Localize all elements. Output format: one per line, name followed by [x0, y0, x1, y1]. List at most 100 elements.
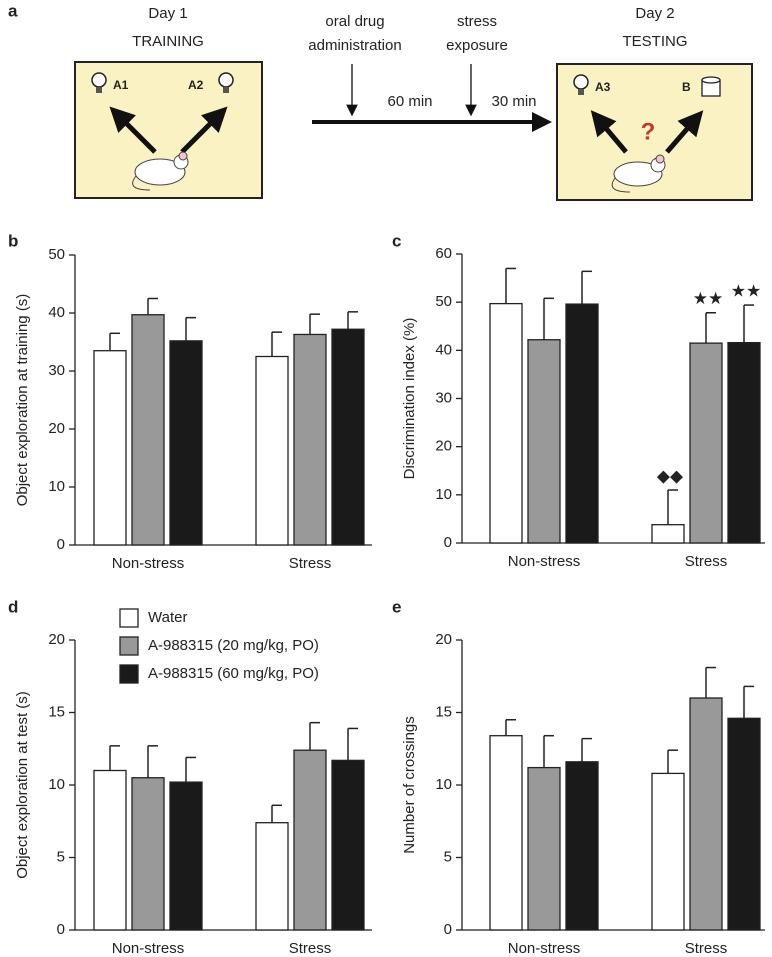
y-tick-label: 15: [435, 703, 452, 720]
legend-label: A-988315 (20 mg/kg, PO): [148, 637, 319, 654]
bulb: [218, 72, 234, 93]
panel-label: e: [392, 597, 401, 616]
y-axis-label: Object exploration at test (s): [14, 691, 31, 879]
legend-swatch: [119, 636, 139, 656]
x-tick-label: Stress: [685, 553, 728, 570]
bar: [293, 333, 327, 546]
object-label: A2: [188, 78, 204, 92]
y-axis-label: Discrimination index (%): [401, 318, 418, 480]
bar: [131, 777, 165, 931]
y-tick-label: 5: [444, 848, 452, 865]
bar: [527, 766, 561, 931]
interval-label: 60 min: [387, 93, 432, 110]
phase-label: TESTING: [622, 33, 687, 50]
arrow: [180, 106, 228, 154]
bar: [689, 697, 723, 931]
bar: [293, 749, 327, 931]
day-label: Day 1: [148, 5, 187, 22]
object-label: A3: [595, 80, 611, 94]
y-tick-label: 10: [48, 478, 65, 495]
bar: [93, 769, 127, 931]
bar: [255, 355, 289, 546]
bar: [527, 339, 561, 544]
bar: [255, 822, 289, 931]
bar: [331, 759, 365, 931]
x-tick-label: Non-stress: [508, 553, 581, 570]
bar: [565, 303, 599, 544]
day-label: Day 2: [635, 5, 674, 22]
y-tick-label: 10: [48, 776, 65, 793]
legend-swatch: [119, 608, 139, 628]
y-tick-label: 0: [444, 534, 452, 551]
arrow: [665, 110, 704, 154]
y-tick-label: 40: [48, 304, 65, 321]
x-tick-label: Non-stress: [112, 555, 185, 572]
x-tick-label: Stress: [685, 940, 728, 957]
y-tick-label: 20: [435, 438, 452, 455]
bar: [565, 761, 599, 931]
legend-swatch: [119, 664, 139, 684]
legend-label: Water: [148, 609, 187, 626]
interval-label: 30 min: [491, 93, 536, 110]
mouse: [611, 154, 666, 193]
bar: [727, 717, 761, 931]
y-tick-label: 0: [57, 921, 65, 938]
object-label: A1: [113, 78, 129, 92]
bar: [489, 735, 523, 931]
event-label: administration: [308, 37, 401, 54]
bar: [93, 350, 127, 546]
y-tick-label: 15: [48, 703, 65, 720]
legend-label: A-988315 (60 mg/kg, PO): [148, 665, 319, 682]
y-tick-label: 50: [435, 293, 452, 310]
bulb: [91, 72, 107, 93]
y-tick-label: 10: [435, 486, 452, 503]
x-tick-label: Stress: [289, 940, 332, 957]
bar: [331, 328, 365, 546]
arrow: [109, 106, 157, 154]
y-tick-label: 30: [435, 389, 452, 406]
object-label: B: [682, 80, 691, 94]
x-tick-label: Non-stress: [508, 940, 581, 957]
x-tick-label: Non-stress: [112, 940, 185, 957]
y-tick-label: 10: [435, 776, 452, 793]
panel-label: d: [8, 597, 18, 616]
significance-mark: ◆◆: [657, 467, 684, 486]
panel-a: a Day 1 TRAINING A1 A2 oral drug adminis…: [8, 1, 753, 201]
event-label: stress: [457, 13, 497, 30]
significance-mark: ★★: [693, 289, 723, 308]
bar: [651, 772, 685, 931]
bar: [489, 302, 523, 544]
significance-mark: ★★: [731, 282, 761, 301]
y-tick-label: 5: [57, 848, 65, 865]
phase-label: TRAINING: [132, 33, 204, 50]
y-tick-label: 50: [48, 246, 65, 263]
mouse: [132, 151, 189, 191]
y-tick-label: 30: [48, 362, 65, 379]
bar: [131, 314, 165, 546]
bar: [169, 340, 203, 546]
y-tick-label: 60: [435, 245, 452, 262]
panel-label: c: [392, 231, 401, 250]
bar: [651, 524, 685, 544]
y-tick-label: 0: [57, 536, 65, 553]
bar: [727, 341, 761, 544]
y-axis-label: Object exploration at training (s): [14, 294, 31, 507]
x-tick-label: Stress: [289, 555, 332, 572]
y-tick-label: 20: [48, 420, 65, 437]
y-axis-label: Number of crossings: [401, 716, 418, 854]
bar: [169, 781, 203, 931]
event-label: exposure: [446, 37, 508, 54]
y-tick-label: 20: [48, 631, 65, 648]
panel-label: b: [8, 231, 18, 250]
y-tick-label: 20: [435, 631, 452, 648]
y-tick-label: 0: [444, 921, 452, 938]
y-tick-label: 40: [435, 341, 452, 358]
event-label: oral drug: [325, 13, 384, 30]
bulb: [573, 74, 589, 95]
panel-label: a: [8, 1, 18, 20]
cylinder: [701, 76, 721, 97]
arrow: [590, 110, 628, 154]
bar: [689, 342, 723, 544]
novelty-mark: ?: [641, 118, 656, 145]
